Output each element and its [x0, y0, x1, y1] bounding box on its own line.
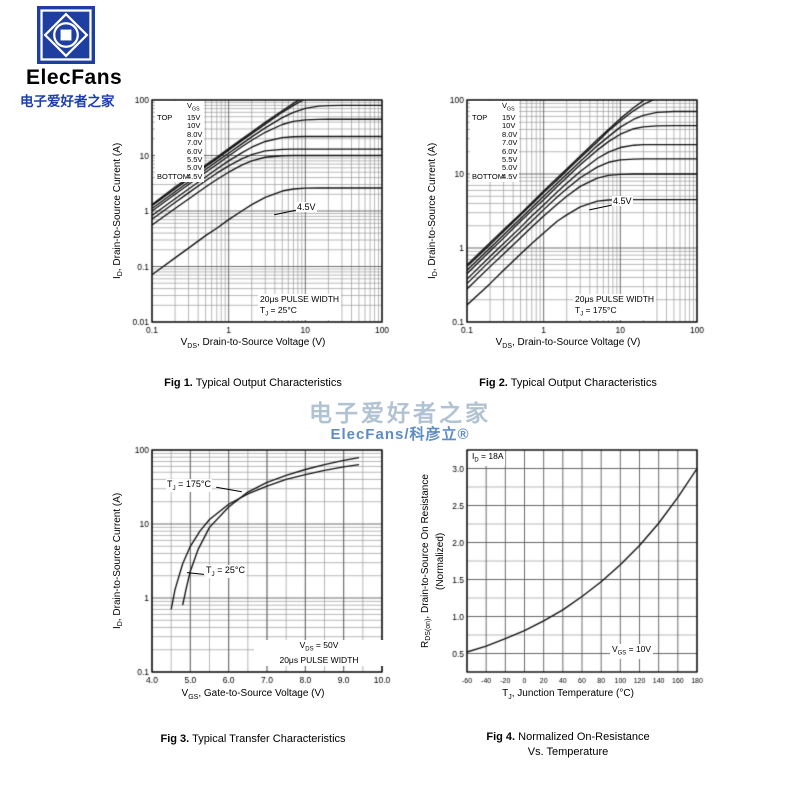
legend-row: TOP 15V: [157, 112, 201, 122]
legend-row: 10V: [502, 121, 516, 131]
legend-row: BOTTOM4.5V: [472, 171, 518, 181]
fig4-x-axis-label: TJ, Junction Temperature (°C): [502, 688, 634, 701]
fig3-conditions-note: VDS = 50V 20μs PULSE WIDTH: [254, 640, 384, 666]
fig2-vgs-legend: VGS TOP 15V 10V 8.0V 7.0V 6.0V 5.5V 5.0V BOTTOM4.…: [470, 101, 520, 183]
fig4-note-id: ID = 18A: [472, 451, 504, 464]
fig2-caption-text: Typical Output Characteristics: [507, 377, 657, 389]
fig4-caption-label: Fig 4.: [486, 731, 516, 743]
fig3-caption-text: Typical Transfer Characteristics: [189, 733, 346, 745]
fig2-conditions-note: 20μs PULSE WIDTH TJ = 175°C: [573, 294, 657, 320]
legend-row: 6.0V: [187, 146, 203, 156]
fig2-note-line1: 20μs PULSE WIDTH: [575, 294, 655, 304]
fig4-caption-line2: Vs. Temperature: [527, 746, 609, 758]
fig2-x-axis-label: VDS, Drain-to-Source Voltage (V): [495, 337, 641, 350]
legend-row: 5.0V: [187, 163, 203, 173]
legend-row: 8.0V: [502, 129, 518, 139]
fig1-caption-label: Fig 1.: [164, 377, 193, 389]
fig2-curve-label-4v5: 4.5V: [612, 196, 633, 206]
fig3-y-axis-label: ID, Drain-to-Source Current (A): [112, 492, 124, 630]
fig4-caption: Fig 4. Normalized On-Resistance Vs. Temp…: [429, 730, 707, 760]
legend-header-row: VGS: [187, 101, 200, 113]
fig2-caption-label: Fig 2.: [479, 377, 508, 389]
legend-row: 6.0V: [502, 146, 518, 156]
fig3-note-line2: 20μs PULSE WIDTH: [279, 655, 359, 666]
fig1-conditions-note: 20μs PULSE WIDTH TJ = 25°C: [258, 294, 342, 320]
fig1-note-line1: 20μs PULSE WIDTH: [260, 294, 340, 304]
fig3-x-axis-label: VGS, Gate-to-Source Voltage (V): [181, 688, 325, 701]
fig2-note-line2: TJ = 175°C: [575, 304, 617, 318]
fig1-vgs-legend: VGS TOP 15V 10V 8.0V 7.0V 6.0V 5.5V 5.0V BOTTOM4.…: [155, 101, 205, 183]
legend-row: 7.0V: [187, 138, 203, 148]
fig1-caption-text: Typical Output Characteristics: [192, 377, 342, 389]
legend-row: 5.0V: [502, 163, 518, 173]
fig4-chart-canvas: [429, 442, 707, 698]
legend-header-row: VGS: [502, 101, 515, 113]
fig4-note-vgs: VGS = 10V: [612, 644, 652, 657]
fig2-caption: Fig 2. Typical Output Characteristics: [429, 376, 707, 391]
legend-row: BOTTOM4.5V: [157, 171, 203, 181]
legend-row: 5.5V: [187, 154, 203, 164]
fig4-caption-text: Normalized On-Resistance: [515, 731, 650, 743]
fig1-caption: Fig 1. Typical Output Characteristics: [114, 376, 392, 391]
legend-row: 5.5V: [502, 154, 518, 164]
legend-row: 7.0V: [502, 138, 518, 148]
legend-row: TOP 15V: [472, 112, 516, 122]
fig1-note-line2: TJ = 25°C: [260, 304, 297, 318]
brand-tagline: 电子爱好者之家: [20, 94, 115, 109]
fig1-curve-label-4v5: 4.5V: [296, 202, 317, 212]
fig3-note-line1: VDS = 50V: [299, 640, 339, 653]
brand-name: ElecFans: [26, 66, 123, 89]
fig3-caption-label: Fig 3.: [160, 733, 190, 745]
fig3-label-tj-175: TJ = 175°C: [166, 479, 213, 492]
fig3-caption: Fig 3. Typical Transfer Characteristics: [114, 732, 392, 747]
elecfans-logo-icon: [37, 6, 95, 64]
fig2-y-axis-label: ID, Drain-to-Source Current (A): [427, 142, 439, 280]
fig4-y-axis-label: RDS(on), Drain-to-Source On Resistance (N…: [420, 474, 446, 648]
fig4-condition-vgs: VGS = 10V: [610, 644, 654, 660]
legend-row: 10V: [187, 121, 201, 131]
fig1-y-axis-label: ID, Drain-to-Source Current (A): [112, 142, 124, 280]
fig1-x-axis-label: VDS, Drain-to-Source Voltage (V): [180, 337, 326, 350]
legend-row: 8.0V: [187, 129, 203, 139]
watermark-line2: ElecFans/科彦立®: [330, 426, 470, 443]
fig3-label-tj-25: TJ = 25°C: [205, 565, 247, 578]
watermark-line1: 电子爱好者之家: [309, 400, 491, 426]
fig4-condition-id: ID = 18A: [470, 451, 506, 467]
